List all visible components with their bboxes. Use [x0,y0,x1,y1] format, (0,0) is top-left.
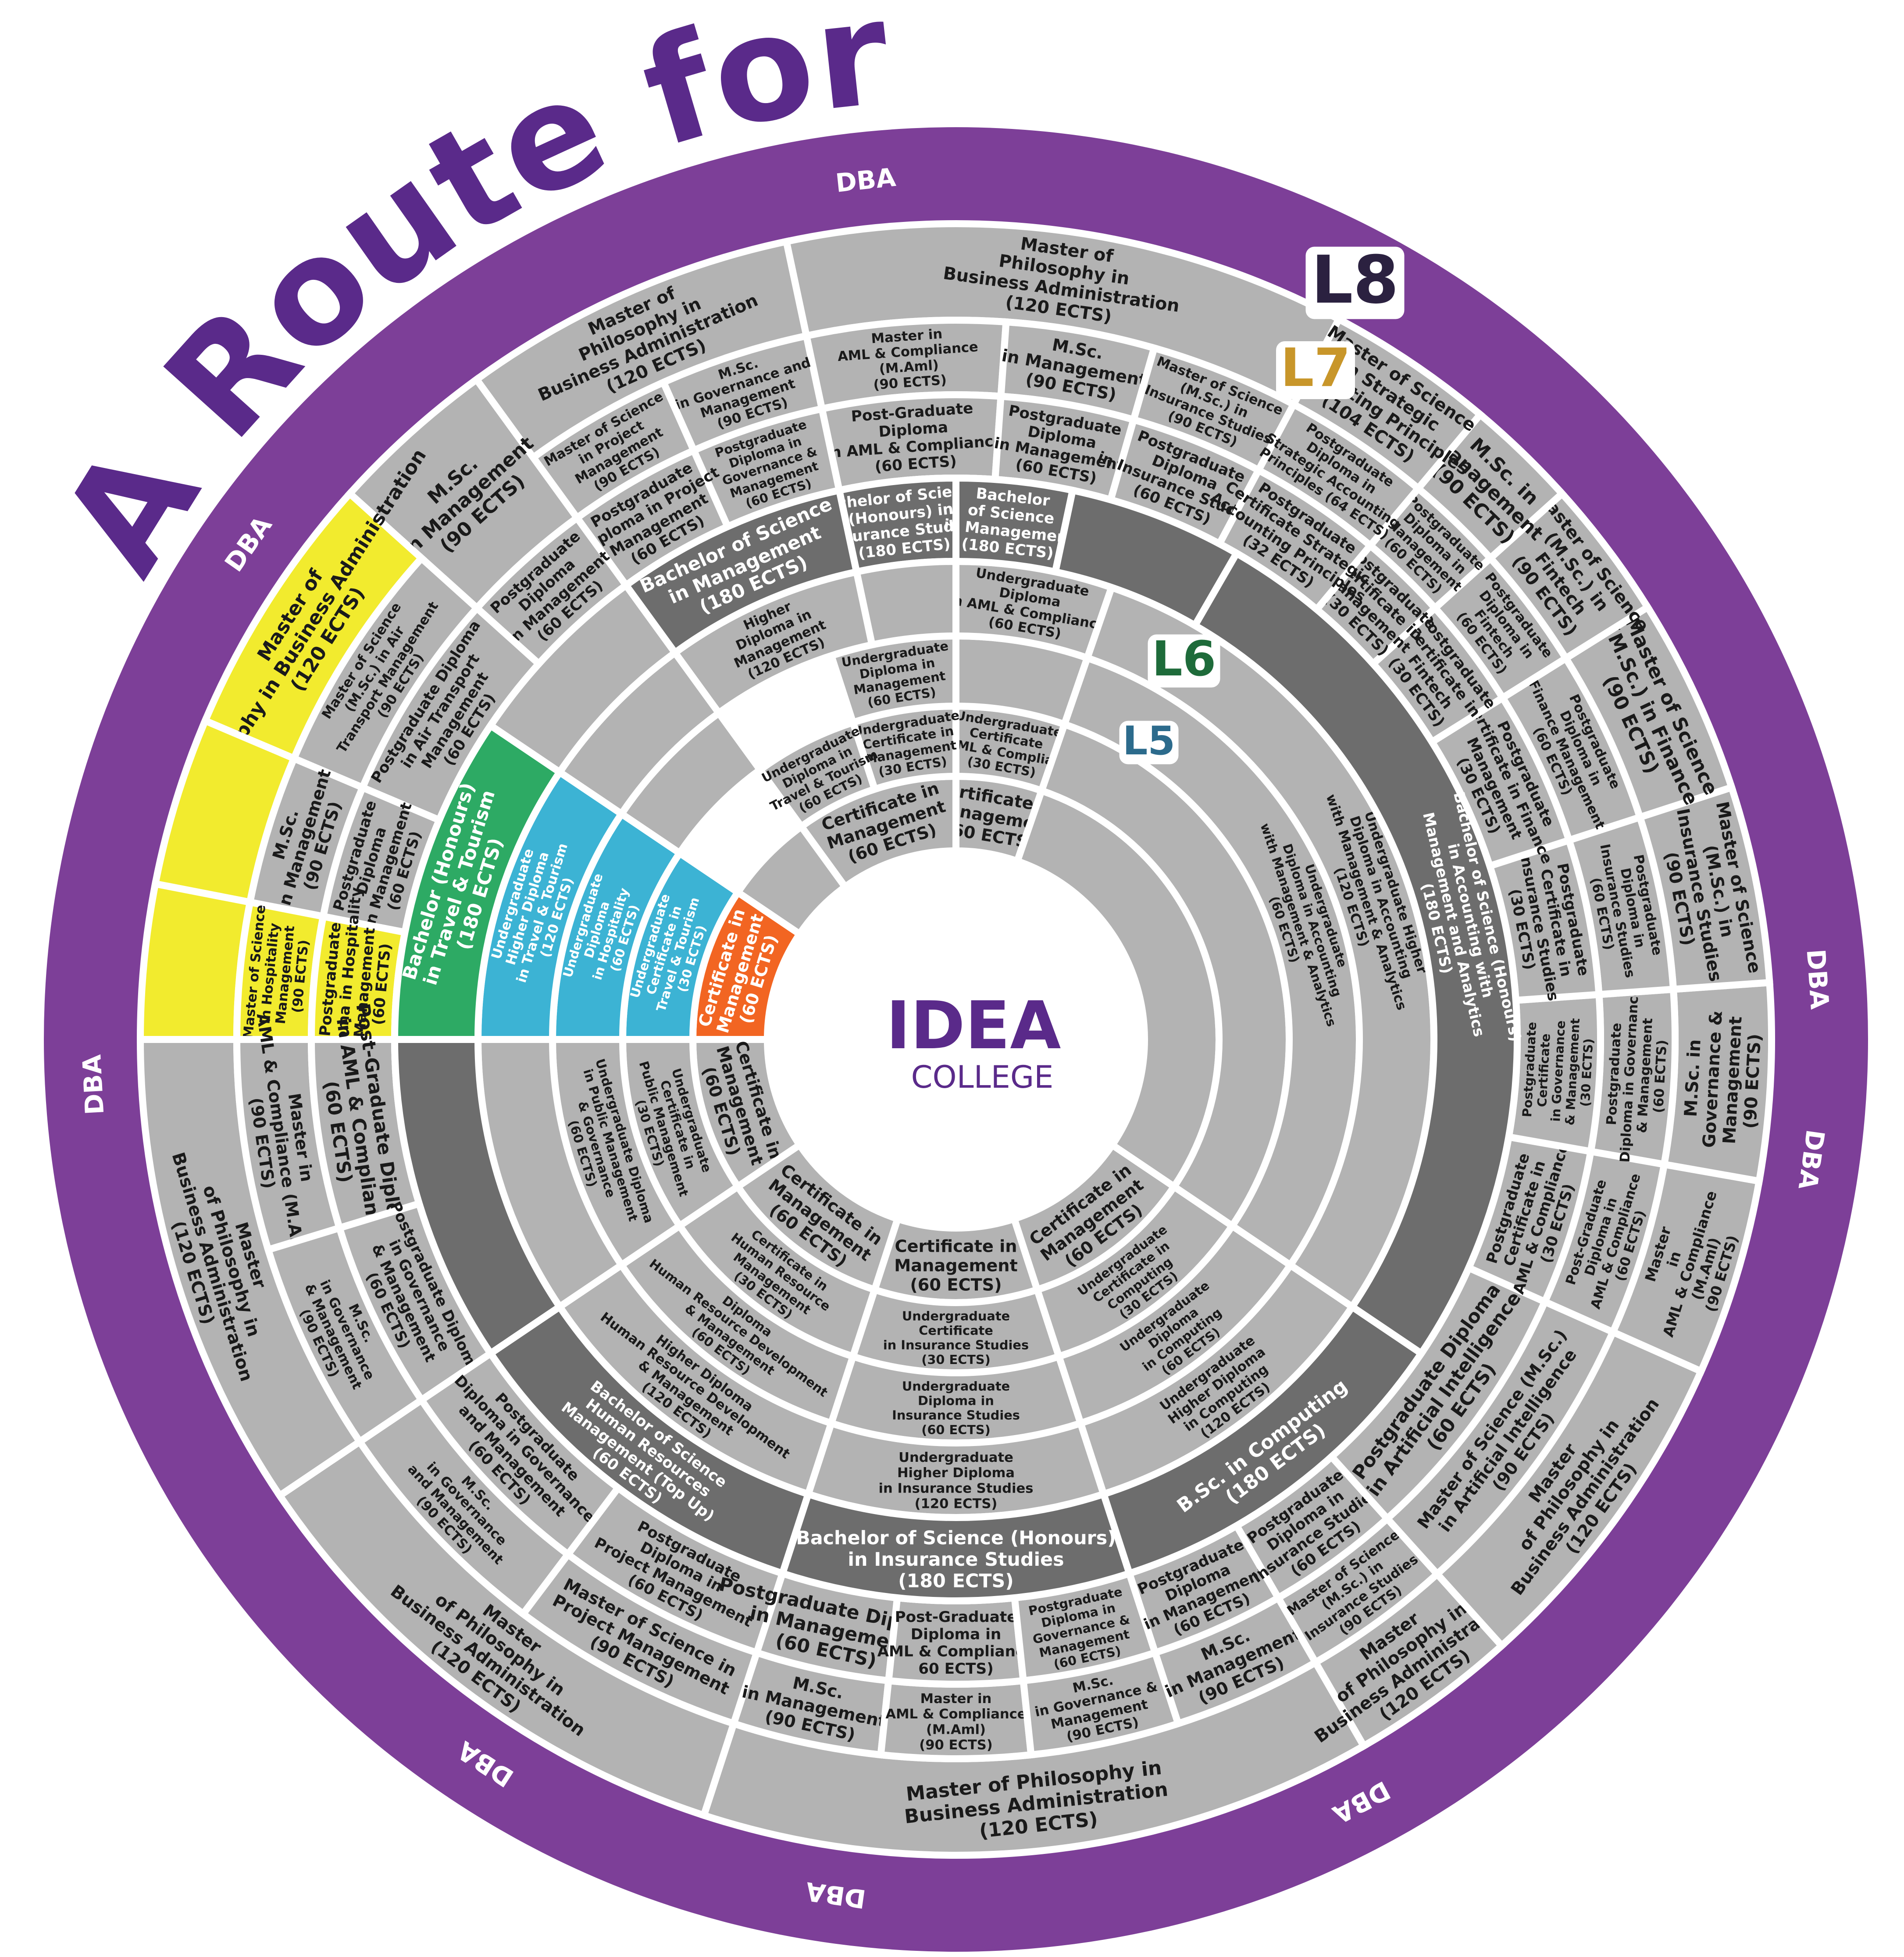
level-tag-l7: L7 [1280,338,1351,399]
level-tags: L8L7L6L5L4 [1023,242,1405,957]
programme-label-line: Post-Graduate [895,1608,1017,1626]
programme-label-line: (30 ECTS) [1578,1038,1596,1107]
idea-college-logo: IDEA COLLEGE [772,855,1140,1224]
programme-segment [1190,548,1521,1358]
programme-label: Undergraduate Certificate in Insurance Stu… [883,1308,1029,1367]
programme-label-line: (60 ECTS) [921,1422,991,1437]
programme-label: PostgraduateCertificatein Governance& Ma… [1519,1016,1597,1127]
programme-label-line: (M.Aml) [926,1722,986,1737]
programme-label-line: 60 ECTS) [918,1660,994,1678]
programme-label-line: Bachelor of Science (Honours) [796,1527,1116,1549]
programme-segment [852,557,959,649]
dba-ring-label: DBA [1801,948,1834,1011]
programme-segments: Master ofPhilosophy inBusiness Administr… [136,220,1775,1859]
logo-college-text: COLLEGE [911,1059,1054,1095]
programme-label-line: Diploma in [918,1393,994,1408]
programme-segment [755,718,879,832]
logo-background [772,855,1140,1224]
programme-label-line: (120 ECTS) [915,1496,998,1511]
programme-label-line: Diploma in [911,1625,1001,1643]
programme-label-line: (90 ECTS) [919,1737,992,1753]
programme-label-line: AML & Compliance [885,1707,1026,1722]
level-tag-background [1276,341,1355,399]
programme-label-line: AML & Compliance [877,1643,1035,1661]
programme-label: Undergraduate Diploma in Insurance Studies… [892,1378,1020,1437]
level-tag-background [1305,246,1405,319]
level-tag-l6: L6 [1152,631,1216,687]
programme-label-line: in Insurance Studies [848,1549,1064,1571]
programme-label-line: in Insurance Studies [879,1481,1034,1496]
programme-segment [485,580,680,777]
programme-label-line: (60 ECTS) [910,1275,1002,1295]
programme-label: Master of Science(M.Sc.) inInsurance Stu… [1137,354,1286,461]
programme-label-line: M.Sc. in [1681,1039,1705,1117]
programme-label: Bachelor of Science (Honours) in Insuranc… [796,1527,1116,1592]
level-tag-l5: L5 [1123,718,1175,764]
programme-label-line: (30 ECTS) [921,1352,991,1367]
dba-ring-label: DBA [77,1054,110,1116]
programme-label-line: in Insurance Studies [883,1338,1029,1353]
programme-label-line: Undergraduate [902,1308,1010,1323]
programme-label: Undergraduate Higher Diploma in Insurance … [879,1450,1034,1512]
programme-label-line: Master in [920,1691,992,1707]
programme-label: Post-Graduate Diploma in AML & Compliance 6… [877,1608,1035,1678]
programme-label: Post-GraduateDiplomain AML & Compliance(… [823,397,1005,479]
programme-label-line: (90 ECTS) [1740,1033,1765,1129]
programme-segment [136,879,254,1043]
programme-label-line: Certificate in [895,1236,1017,1256]
programme-label-line: Higher Diploma [897,1465,1015,1481]
programme-label: Certificate inHuman ResourceManagement(3… [711,1218,842,1337]
dba-ring-label: DBA [834,162,897,198]
programme-label-line: Certificate [919,1323,993,1338]
programme-label-line: (180 ECTS) [898,1570,1014,1592]
level-tag-background [1148,634,1220,688]
logo-idea-text: IDEA [886,988,1061,1064]
programme-label-line: Undergraduate [902,1378,1010,1393]
programme-label: Bachelorof Sciencein Management(180 ECTS… [941,482,1079,564]
programme-label-line: Undergraduate [899,1450,1013,1465]
programme-label-line: Insurance Studies [892,1408,1020,1423]
programme-label-line: (60 ECTS) [1651,1039,1670,1114]
level-tag-background [1119,721,1179,764]
programme-label-line: Management [894,1256,1018,1275]
level-tag-l8: L8 [1311,242,1399,318]
